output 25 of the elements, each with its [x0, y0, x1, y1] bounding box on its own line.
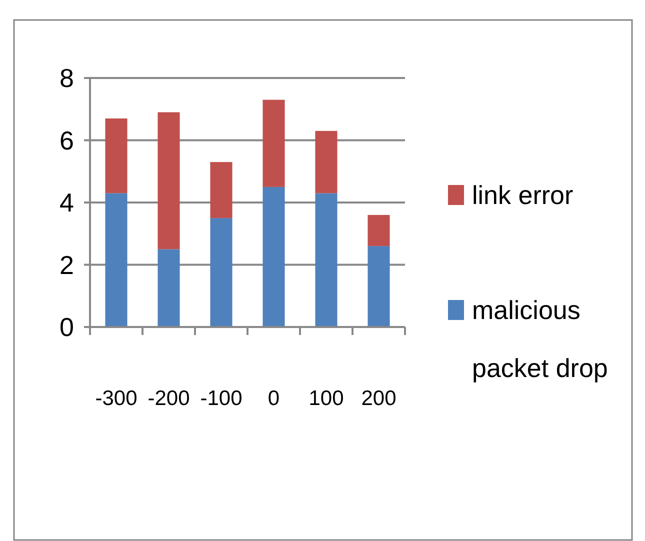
y-tick-label: 6 — [60, 125, 74, 156]
y-tick-label: 0 — [60, 312, 74, 342]
x-tick-label: -200 — [148, 387, 190, 410]
bar — [315, 193, 338, 327]
y-tick-label: 8 — [60, 63, 74, 94]
bar — [368, 246, 390, 327]
legend-label: link error — [472, 180, 574, 210]
x-tick-label: 100 — [308, 387, 344, 410]
bar — [158, 249, 180, 327]
y-tick-label: 2 — [60, 250, 74, 280]
x-tick-label: 0 — [268, 387, 280, 410]
bar — [158, 112, 180, 250]
bar — [210, 218, 232, 327]
x-tick-label: 200 — [361, 387, 396, 410]
bar — [262, 100, 285, 187]
bar — [105, 193, 128, 327]
bar — [210, 162, 232, 218]
bar — [315, 130, 338, 194]
legend-label: malicious packet drop — [472, 295, 608, 384]
bar — [105, 118, 128, 194]
x-tick-label: -100 — [200, 387, 242, 410]
y-tick-label: 4 — [60, 188, 74, 218]
x-tick-label: -300 — [95, 387, 138, 410]
bar — [368, 214, 390, 246]
bar — [262, 186, 285, 327]
